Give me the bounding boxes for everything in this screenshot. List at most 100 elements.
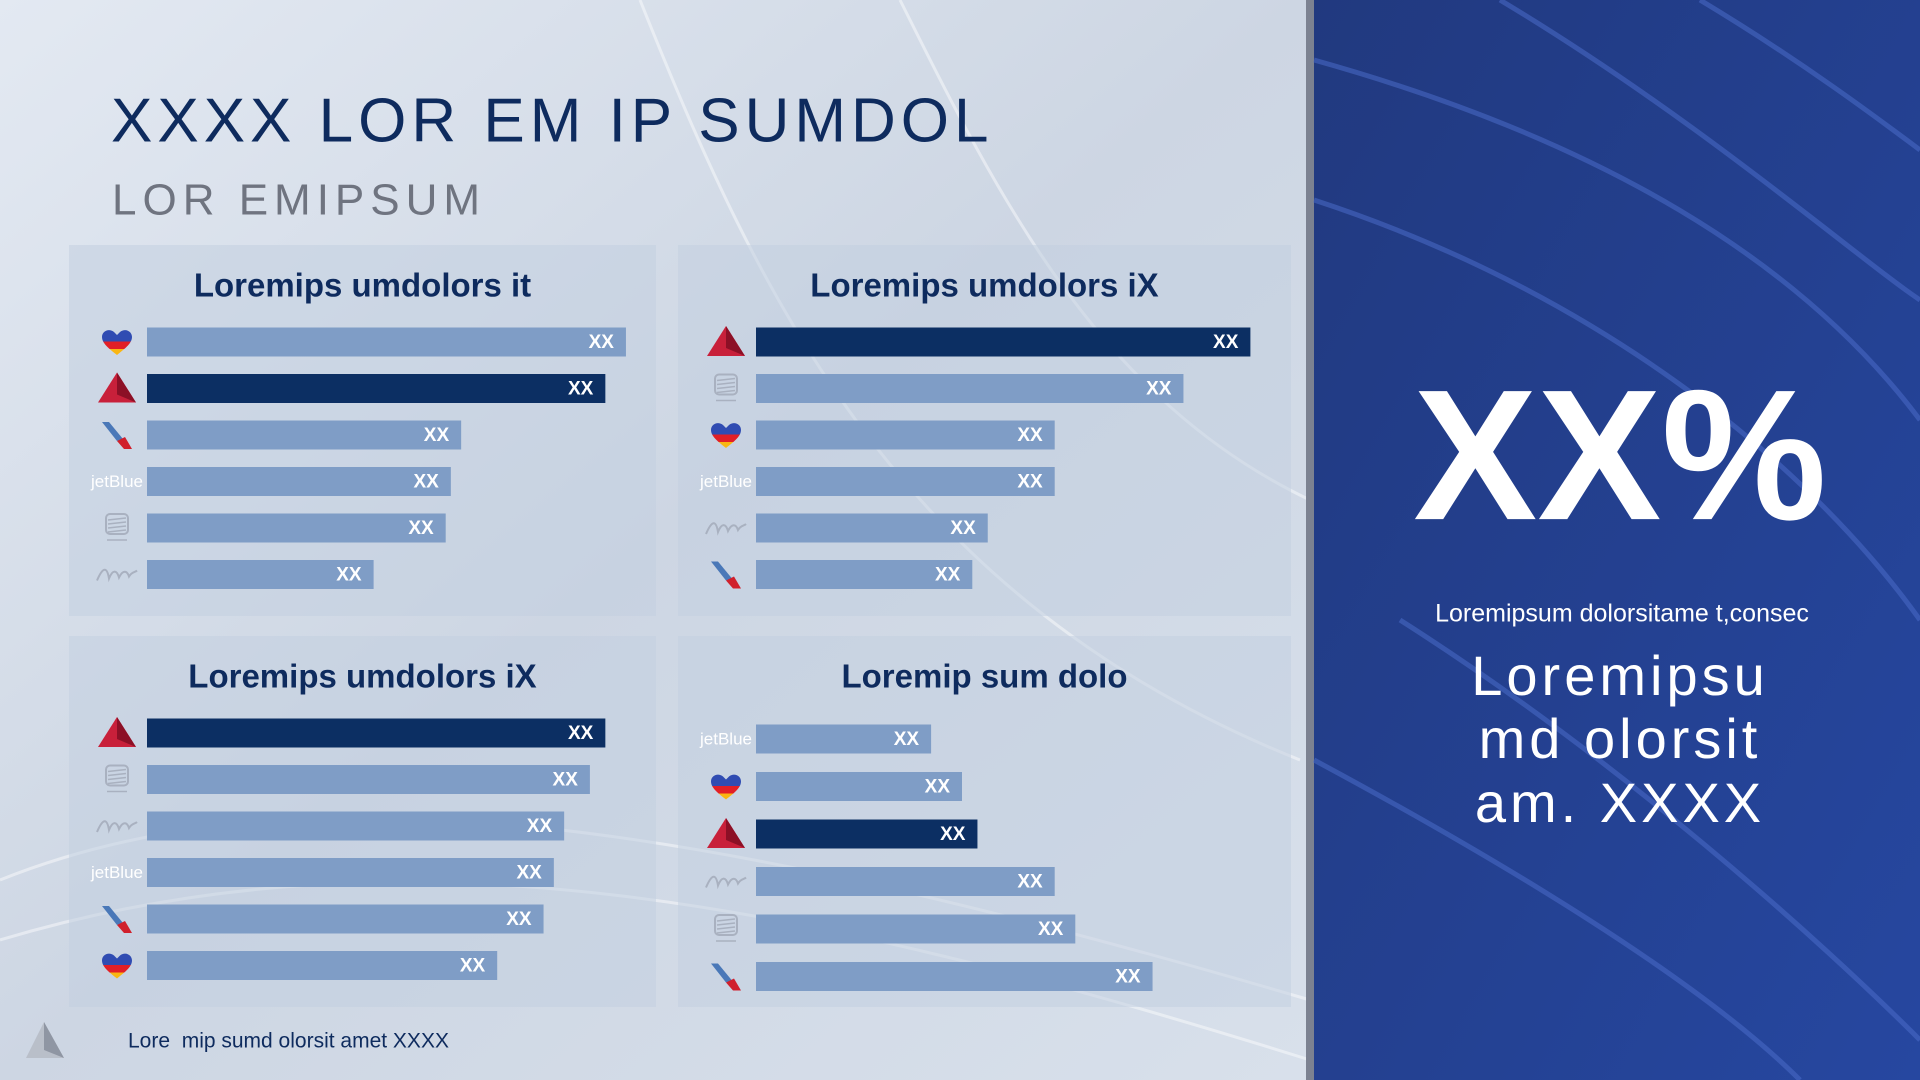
chart-title: Loremips umdolors iX: [188, 658, 536, 695]
divider: [1306, 0, 1314, 1080]
bar-chart: Loremips umdolors it XX XX XX XX jetBlue XX XX: [69, 245, 656, 616]
footer-note: Lore mip sumd olorsit amet XXXX: [128, 1030, 449, 1053]
logo-shape: [726, 978, 741, 991]
logo-shape: [714, 373, 738, 396]
value-label: XX: [589, 332, 615, 353]
logo-shape: [102, 330, 132, 355]
callout-value: XX%: [1413, 352, 1827, 559]
logo-shape: [107, 768, 127, 773]
airline-logo: [711, 561, 741, 589]
logo-shape: [705, 522, 747, 536]
value-label: XX: [336, 565, 362, 586]
airline-logo: [96, 568, 138, 583]
value-label: XX: [935, 565, 961, 586]
bar: [756, 724, 932, 754]
logo-shape: [107, 780, 127, 785]
logo-shape: [117, 717, 136, 747]
bar: [756, 914, 1076, 944]
airline-logo: [707, 818, 745, 848]
airline-logo: [705, 875, 747, 890]
value-label: XX: [568, 723, 594, 744]
value-label: XX: [460, 956, 486, 977]
logo-shape: [716, 918, 736, 922]
bar: [756, 772, 962, 801]
logo-shape: [711, 963, 732, 983]
airline-logo: [98, 717, 136, 747]
bar: [756, 867, 1055, 896]
bar: [756, 962, 1153, 991]
value-label: XX: [516, 863, 542, 884]
logo-shape: [96, 568, 138, 583]
value-label: XX: [894, 729, 920, 750]
bar: [147, 858, 554, 887]
value-label: XX: [424, 425, 450, 446]
airline-logo: [714, 373, 738, 402]
value-label: XX: [1017, 425, 1043, 446]
bar: [756, 374, 1184, 403]
callout-line: Loremipsu: [1471, 644, 1768, 707]
logo-shape: [107, 529, 127, 533]
callout-line: am. XXXX: [1475, 771, 1765, 834]
chart-title: Loremip sum dolo: [841, 658, 1127, 695]
value-label: XX: [1146, 379, 1172, 400]
logo-shape: [716, 930, 736, 934]
bar: [756, 560, 973, 589]
airline-logo: [102, 422, 132, 449]
logo-shape: [726, 818, 745, 848]
logo-shape: [117, 437, 132, 449]
logo-shape: [711, 561, 732, 581]
logo-shape: [711, 774, 741, 800]
airline-logo: [98, 372, 136, 403]
bar: [756, 467, 1055, 496]
value-label: XX: [553, 770, 579, 791]
value-label: XX: [1017, 472, 1043, 493]
value-label: XX: [925, 777, 951, 798]
value-label: XX: [413, 472, 439, 493]
bar: [756, 327, 1251, 357]
logo-shape: [716, 381, 736, 386]
logo-shape: [705, 875, 747, 890]
value-label: XX: [568, 379, 594, 400]
logo-shape: [107, 772, 127, 777]
logo-shape: [102, 422, 123, 441]
airline-logo: [705, 522, 747, 536]
airline-logo: [711, 963, 741, 991]
value-label: XX: [940, 824, 966, 845]
bar: [147, 327, 626, 357]
bar: [147, 513, 446, 543]
logo-shape: [105, 513, 129, 535]
logo-shape: [711, 423, 741, 448]
value-label: XX: [1017, 872, 1043, 893]
value-label: XX: [408, 518, 434, 539]
logo-shape: [726, 576, 741, 589]
value-label: XX: [527, 816, 553, 837]
callout-line: md olorsit: [1479, 707, 1762, 770]
logo-shape: [105, 764, 129, 787]
bar: [147, 467, 451, 496]
value-label: XX: [1038, 919, 1064, 940]
bar: [147, 765, 590, 794]
chart-title: Loremips umdolors it: [194, 267, 531, 304]
airline-logo: [102, 330, 132, 355]
slide-subtitle: LOR EMIPSUM: [112, 176, 486, 225]
airline-logo: [105, 764, 129, 793]
logo-shape: [716, 385, 736, 390]
airline-logo: [102, 906, 132, 933]
bar: [147, 904, 544, 934]
logo-shape: [117, 372, 136, 403]
airline-logo: [711, 774, 741, 800]
bar: [147, 374, 606, 403]
airline-logo: [102, 953, 132, 979]
airline-logo: [711, 423, 741, 448]
logo-shape: [726, 326, 745, 356]
logo-shape: [716, 922, 736, 926]
airline-logo: [714, 914, 738, 942]
slide-title: XXXX LOR EM IP SUMDOL: [111, 86, 994, 155]
logo-shape: [102, 953, 132, 979]
bar: [147, 811, 565, 841]
logo-shape: [716, 377, 736, 382]
logo-shape: [716, 389, 736, 394]
callout-caption: Loremipsum dolorsitame t,consec: [1435, 600, 1809, 628]
value-label: XX: [1213, 332, 1239, 353]
logo-shape: [96, 820, 138, 834]
